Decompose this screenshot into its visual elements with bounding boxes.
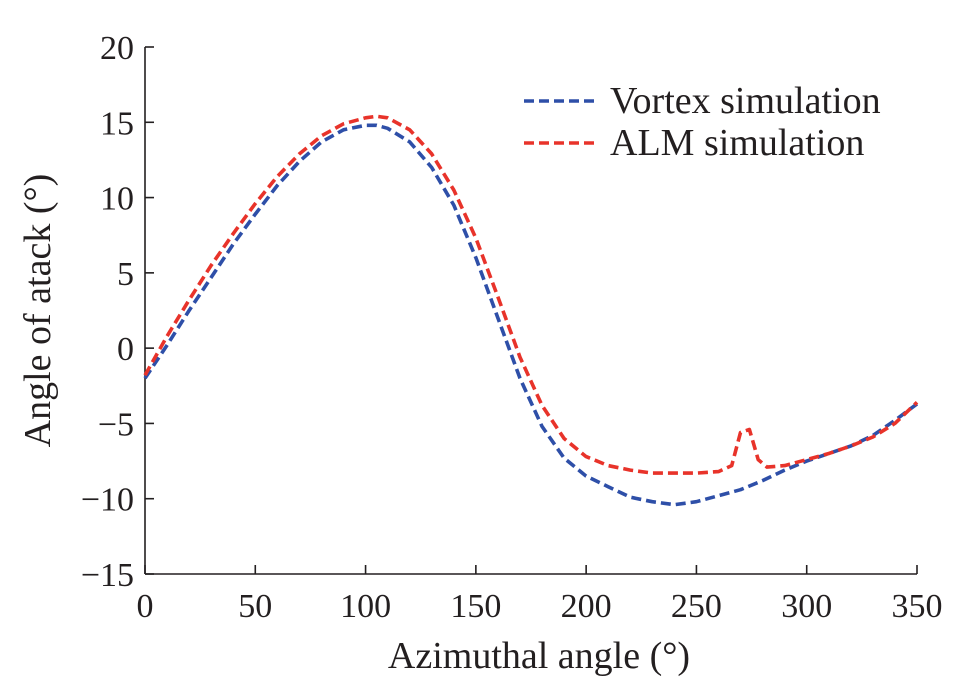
legend-label: Vortex simulation <box>610 80 881 122</box>
y-ticks: 20 15 10 5 0 −5 −10 −15 <box>81 30 154 594</box>
axes <box>144 47 917 575</box>
y-tick-label: 5 <box>117 256 134 293</box>
x-tick-label: 150 <box>450 588 501 625</box>
y-tick-label: −5 <box>98 406 134 443</box>
y-tick-label: −10 <box>81 482 134 519</box>
x-tick-label: 300 <box>781 588 832 625</box>
x-tick-label: 350 <box>892 588 943 625</box>
x-tick-label: 100 <box>340 588 391 625</box>
y-tick-label: 10 <box>100 181 134 218</box>
x-tick-label: 0 <box>137 588 154 625</box>
y-tick-label: 15 <box>100 105 134 142</box>
x-tick-label: 50 <box>238 588 272 625</box>
x-ticks: 0 50 100 150 200 250 300 350 <box>137 565 943 625</box>
y-tick-label: 20 <box>100 30 134 67</box>
x-axis-label: Azimuthal angle (°) <box>388 635 690 677</box>
y-axis-label: Angle of atack (°) <box>17 174 59 448</box>
x-tick-label: 250 <box>671 588 722 625</box>
x-tick-label: 200 <box>561 588 612 625</box>
series-lines <box>143 114 919 507</box>
y-tick-label: −15 <box>81 557 134 594</box>
series-line-vortex <box>143 123 919 507</box>
legend-label: ALM simulation <box>610 122 864 164</box>
series-line-alm <box>143 114 919 475</box>
y-tick-label: 0 <box>117 331 134 368</box>
